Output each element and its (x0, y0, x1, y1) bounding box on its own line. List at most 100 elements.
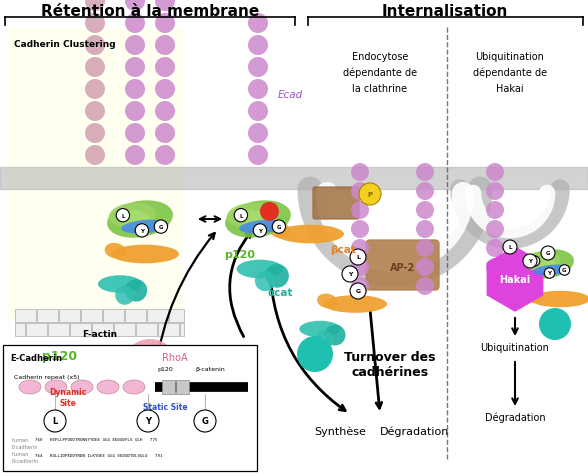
FancyBboxPatch shape (180, 323, 184, 336)
Text: AP-2: AP-2 (390, 262, 416, 272)
Text: L: L (121, 213, 125, 218)
Text: Y: Y (140, 228, 144, 233)
Ellipse shape (98, 276, 142, 293)
Circle shape (125, 80, 145, 100)
Text: Ubiquitination: Ubiquitination (476, 52, 544, 62)
Text: Ecad: Ecad (278, 90, 303, 100)
Circle shape (350, 249, 366, 266)
Circle shape (248, 36, 268, 56)
Text: F-actin: F-actin (82, 330, 118, 339)
Circle shape (155, 102, 175, 122)
Ellipse shape (107, 201, 173, 238)
FancyBboxPatch shape (81, 309, 102, 322)
Circle shape (70, 369, 106, 405)
Circle shape (544, 268, 554, 278)
Text: Synthèse: Synthèse (314, 426, 366, 436)
Text: p120: p120 (42, 350, 78, 363)
Ellipse shape (533, 265, 570, 276)
Ellipse shape (109, 203, 156, 228)
Circle shape (539, 308, 571, 340)
Circle shape (255, 271, 275, 291)
Text: p120: p120 (225, 249, 256, 259)
Circle shape (125, 36, 145, 56)
Text: L: L (508, 245, 512, 250)
Circle shape (359, 184, 381, 206)
Circle shape (85, 36, 105, 56)
Ellipse shape (71, 380, 93, 394)
Text: la clathrine: la clathrine (352, 84, 407, 94)
Text: Hakai: Hakai (496, 84, 524, 94)
Circle shape (194, 410, 216, 432)
Ellipse shape (89, 383, 167, 416)
Text: L: L (356, 255, 360, 260)
FancyBboxPatch shape (158, 323, 179, 336)
Circle shape (416, 220, 434, 238)
Circle shape (351, 258, 369, 277)
Circle shape (416, 201, 434, 219)
Ellipse shape (45, 380, 67, 394)
Text: Static Site: Static Site (143, 403, 188, 412)
Text: P: P (368, 192, 373, 198)
Circle shape (125, 14, 145, 34)
Circle shape (137, 410, 159, 432)
Text: E-cadherin: E-cadherin (12, 444, 38, 449)
Circle shape (85, 102, 105, 122)
Ellipse shape (323, 296, 387, 313)
Circle shape (125, 279, 147, 302)
Text: Internalisation: Internalisation (382, 4, 508, 20)
Circle shape (122, 339, 178, 395)
Ellipse shape (227, 203, 274, 228)
Circle shape (44, 410, 66, 432)
Text: E-Cadherin: E-Cadherin (10, 353, 62, 362)
Circle shape (125, 0, 145, 12)
Text: L: L (52, 416, 58, 426)
FancyBboxPatch shape (176, 380, 189, 394)
Circle shape (272, 220, 286, 234)
Ellipse shape (72, 355, 168, 413)
Ellipse shape (270, 223, 291, 239)
Text: Dynamic
Site: Dynamic Site (49, 387, 86, 407)
Circle shape (115, 286, 135, 305)
FancyBboxPatch shape (125, 309, 146, 322)
Ellipse shape (522, 250, 574, 279)
Ellipse shape (530, 291, 588, 307)
Circle shape (116, 209, 129, 222)
Circle shape (248, 14, 268, 34)
Circle shape (351, 239, 369, 258)
Text: β-catenin: β-catenin (195, 366, 225, 371)
Text: Ubiquitination: Ubiquitination (480, 342, 549, 352)
Text: Endocytose: Endocytose (352, 52, 408, 62)
Text: dépendante de: dépendante de (473, 68, 547, 79)
Ellipse shape (276, 225, 344, 244)
Circle shape (155, 124, 175, 144)
Circle shape (85, 124, 105, 144)
FancyBboxPatch shape (162, 380, 175, 394)
Text: Dégradation: Dégradation (485, 412, 545, 422)
Ellipse shape (236, 260, 283, 279)
Circle shape (135, 224, 149, 238)
Circle shape (351, 183, 369, 200)
Circle shape (248, 102, 268, 122)
Ellipse shape (238, 211, 268, 228)
FancyBboxPatch shape (15, 309, 36, 322)
FancyBboxPatch shape (136, 323, 157, 336)
FancyBboxPatch shape (37, 309, 58, 322)
FancyBboxPatch shape (26, 323, 47, 336)
Circle shape (416, 239, 434, 258)
Text: human: human (12, 437, 29, 442)
Circle shape (350, 283, 366, 299)
FancyBboxPatch shape (366, 240, 439, 290)
Circle shape (486, 201, 504, 219)
Circle shape (559, 265, 570, 276)
Circle shape (486, 239, 504, 258)
Circle shape (342, 267, 358, 282)
Circle shape (351, 201, 369, 219)
FancyBboxPatch shape (114, 323, 135, 336)
Text: 760   KEPLLPPODDTRONVYYDEE GGG EEDQDFLS QLH   775: 760 KEPLLPPODDTRONVYYDEE GGG EEDQDFLS QL… (35, 437, 158, 441)
Text: Hakai: Hakai (499, 275, 530, 284)
Circle shape (416, 258, 434, 277)
Circle shape (248, 146, 268, 166)
FancyBboxPatch shape (59, 309, 80, 322)
Circle shape (248, 124, 268, 144)
Ellipse shape (225, 201, 291, 238)
